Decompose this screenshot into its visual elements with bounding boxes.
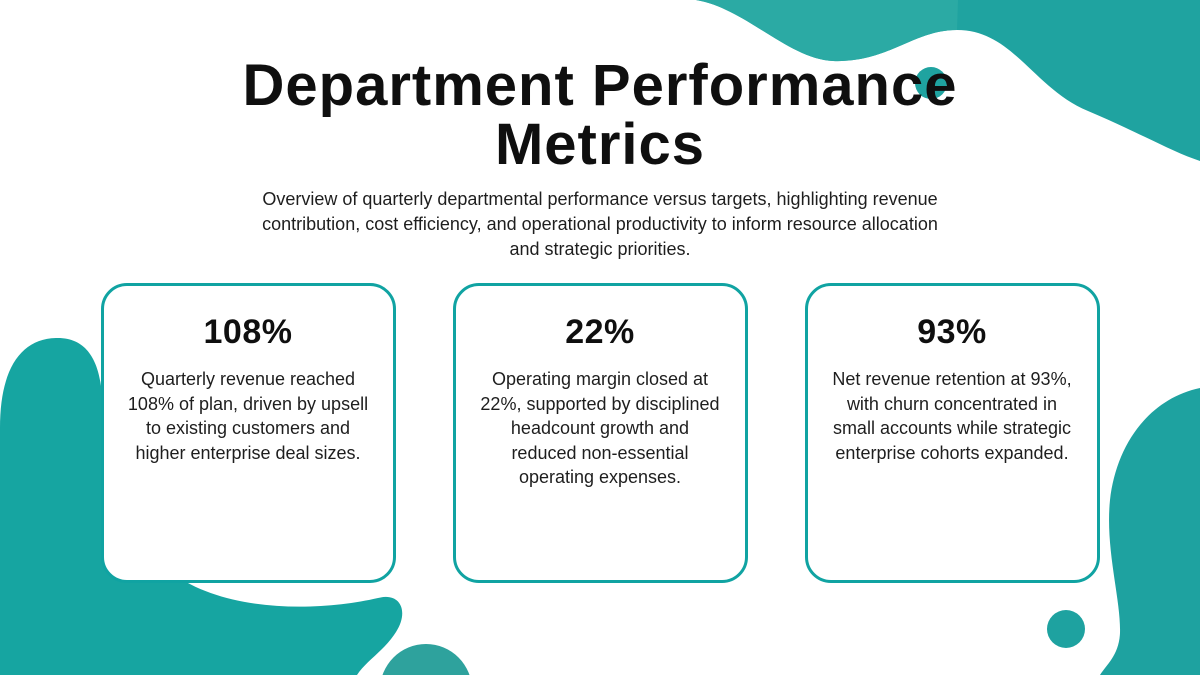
metric-card-operating-margin: 22% Operating margin closed at 22%, supp…	[452, 283, 748, 584]
decor-bottom-dome	[382, 644, 470, 675]
metric-cards-row: 108% Quarterly revenue reached 108% of p…	[0, 283, 1200, 584]
metric-card-net-retention: 93% Net revenue retention at 93%, with c…	[804, 283, 1100, 584]
slide-content: Department Performance Metrics Overview …	[0, 56, 1200, 675]
page-title: Department Performance Metrics	[242, 53, 958, 178]
decor-bottom-right-dot	[1047, 610, 1085, 648]
decor-bottom-right-blob	[1100, 388, 1200, 675]
decor-top-right-wave-light	[696, 0, 958, 62]
metric-description: Net revenue retention at 93%, with churn…	[832, 369, 1072, 463]
subtitle-line-1: Overview of quarterly departmental perfo…	[262, 189, 938, 210]
metric-card-revenue: 108% Quarterly revenue reached 108% of p…	[100, 283, 396, 584]
subtitle-line-2: contribution, cost efficiency, and opera…	[262, 214, 938, 235]
slide-subtitle: Overview of quarterly departmental perfo…	[0, 187, 1200, 262]
decor-top-right-dot	[915, 67, 947, 99]
metric-description: Quarterly revenue reached 108% of plan, …	[127, 369, 369, 463]
metric-value: 22%	[565, 313, 635, 352]
metric-value: 93%	[917, 313, 987, 352]
metric-value: 108%	[203, 313, 293, 352]
metric-description: Operating margin closed at 22%, supporte…	[480, 369, 720, 488]
subtitle-line-3: and strategic priorities.	[509, 239, 691, 260]
